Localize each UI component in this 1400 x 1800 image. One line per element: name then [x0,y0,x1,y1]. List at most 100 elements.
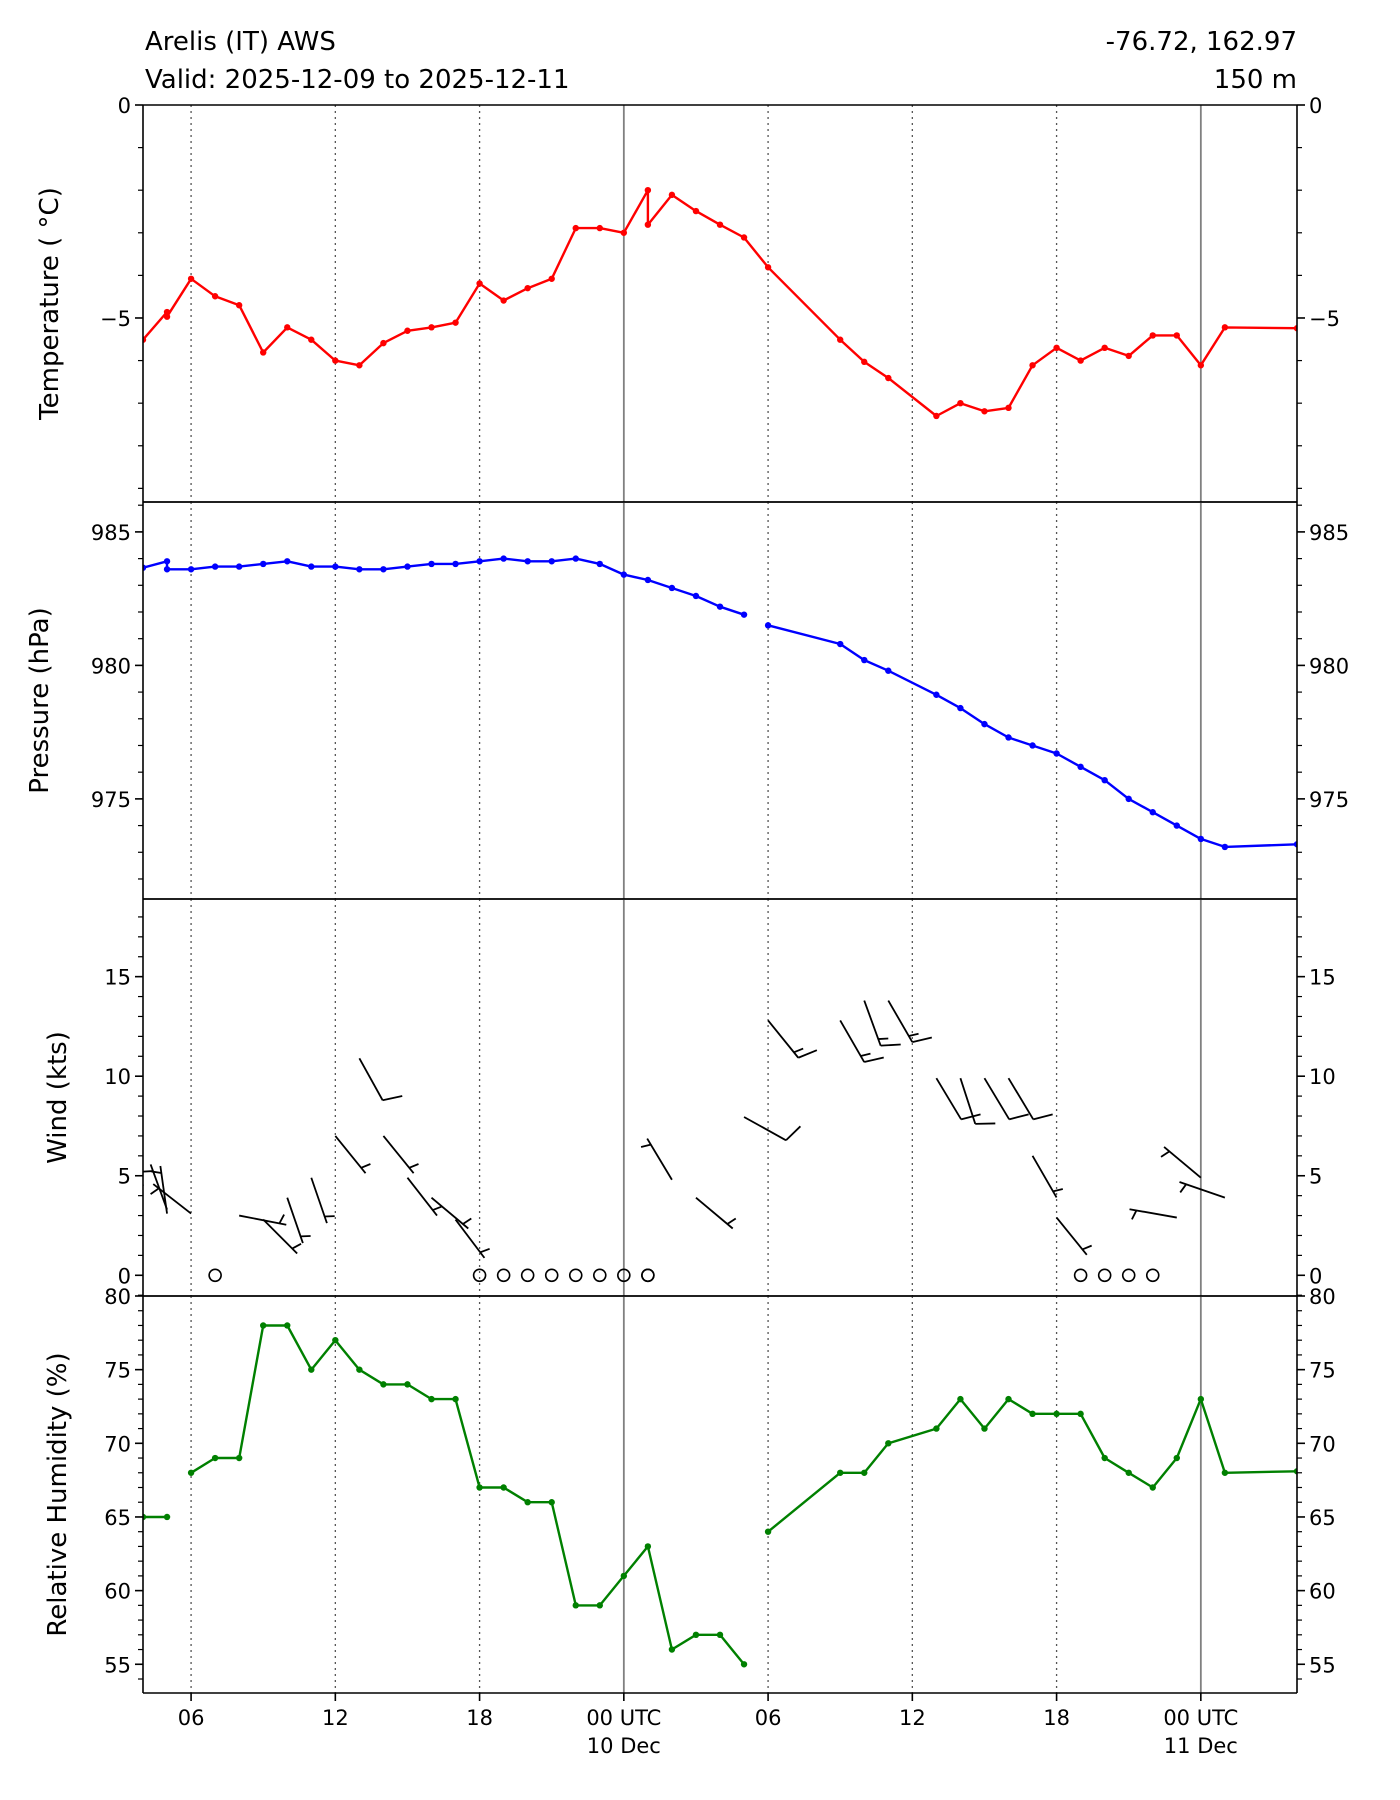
humidity-line [143,1324,1297,1666]
y-tick-label-left: 15 [104,966,131,990]
y-tick-label-right: 980 [1309,654,1349,678]
humidity-point [957,1395,964,1403]
x-tick-label: 06 [178,1706,205,1730]
pressure-point [500,555,507,562]
pressure-point [163,566,171,573]
y-tick-label-right: 15 [1309,966,1336,990]
wind-barb [382,1135,419,1174]
barb-full [382,1095,403,1102]
x-tick-label: 12 [899,1706,926,1730]
temperature-point [885,374,892,382]
pressure-point [1125,795,1132,803]
humidity-point [452,1395,459,1403]
temperature-point [861,358,868,366]
temperature-point [716,221,724,228]
barb-staff [1007,1077,1034,1120]
x-tick-label: 06 [755,1706,782,1730]
y-tick-label-left: 975 [91,788,131,812]
temperature-point [332,357,339,364]
pressure-point [476,558,483,565]
barb-half [726,1217,737,1225]
humidity-point [861,1469,868,1476]
wind-barb [1179,1181,1226,1199]
temperature-point [1197,362,1205,369]
calm-wind-circle [1121,1268,1136,1283]
x-tick-sublabel: 10 Dec [587,1734,661,1758]
y-tick-label-right: 70 [1309,1432,1336,1456]
pressure-point [404,563,411,570]
wind-barb [454,1219,490,1259]
barb-staff [959,1077,977,1125]
wind-barb [334,1135,371,1174]
barb-staff [149,1164,168,1210]
barb-full [912,1036,933,1043]
y-tick-label-left: 75 [104,1359,131,1383]
y-tick-label-right: 10 [1309,1065,1336,1089]
temperature-point [837,336,844,343]
temperature-point [548,275,555,282]
y-tick-label-left: 65 [104,1506,131,1530]
humidity-point [1221,1469,1229,1476]
temperature-point [235,302,243,309]
calm-wind-circle [496,1268,511,1283]
barb-half [291,1243,302,1250]
calm-wind-circle [617,1268,631,1283]
temperature-point [620,229,628,236]
pressure-point [644,576,652,584]
y-tick-label-left: 0 [118,1264,131,1288]
humidity-point [1053,1410,1060,1418]
barb-half [408,1163,419,1169]
barb-staff [839,1019,865,1063]
temperature-point [764,264,772,271]
wind-barb [959,1077,996,1125]
y-tick-label-left: 10 [104,1065,131,1089]
temperature-point [452,319,459,326]
pressure-point [308,563,315,570]
humidity-point [356,1366,363,1373]
barb-full [864,1056,884,1063]
barb-half [278,1214,285,1224]
pressure-point [1221,843,1229,851]
humidity-point [764,1528,772,1535]
calm-wind-circle [208,1268,222,1283]
temperature-point [1149,332,1156,339]
pressure-line [143,557,1297,849]
temperature-point [572,224,579,232]
y-tick-label-right: 80 [1309,1285,1336,1309]
temperature-point [524,284,531,292]
pressure-point [428,560,435,568]
wind-barb [887,1000,933,1043]
barb-half [640,1143,652,1148]
pressure-point [1029,742,1036,749]
barb-staff [334,1135,367,1174]
temperature-axis-label: Temperature ( °C) [35,187,65,421]
humidity-point [524,1499,531,1506]
barb-half [860,1052,871,1057]
barb-half [150,1187,160,1195]
barb-staff [887,1000,914,1043]
pressure-point [692,592,700,600]
pressure-point [332,563,339,570]
humidity-point [187,1469,195,1476]
pressure-point [187,566,195,573]
wind-barb [430,1196,472,1230]
wind-barb [150,1183,192,1215]
calm-wind-circle [520,1268,535,1283]
calm-wind-circle [544,1268,559,1283]
humidity-point [1173,1454,1180,1462]
y-tick-label-left: 55 [104,1653,131,1677]
humidity-point [332,1336,339,1344]
barb-half [479,1247,490,1254]
pressure-point [380,566,387,573]
station-title: Arelis (IT) AWS [145,27,336,57]
barb-half [462,1217,472,1225]
humidity-point [572,1602,579,1609]
wind-barb [238,1214,287,1226]
pressure-point [572,555,579,562]
barb-staff [310,1177,328,1224]
temperature-line [143,189,1297,418]
barb-staff [695,1196,734,1230]
y-tick-label-right: 5 [1309,1165,1322,1189]
temperature-point [1173,332,1180,339]
station-coords: -76.72, 162.97 [1106,27,1297,57]
